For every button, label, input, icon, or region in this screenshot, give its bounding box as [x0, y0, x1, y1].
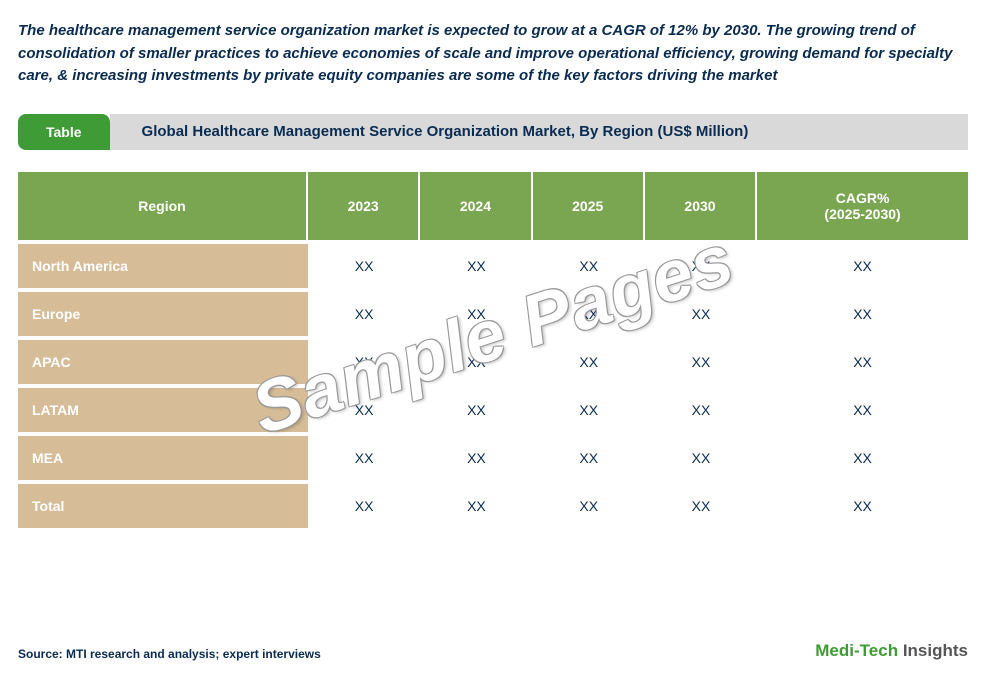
brand-insights: Insights: [903, 641, 968, 660]
table-header-row: Region 2023 2024 2025 2030 CAGR%(2025-20…: [18, 172, 968, 240]
source-note: Source: MTI research and analysis; exper…: [18, 647, 321, 661]
value-cell: XX: [533, 388, 645, 432]
value-cell: XX: [533, 292, 645, 336]
value-cell: XX: [533, 244, 645, 288]
value-cell: XX: [533, 436, 645, 480]
table-row: North AmericaXXXXXXXXXX: [18, 244, 968, 288]
value-cell: XX: [757, 388, 968, 432]
region-cell: North America: [18, 244, 308, 288]
title-bar: Table Global Healthcare Management Servi…: [18, 114, 968, 150]
region-cell: Total: [18, 484, 308, 528]
value-cell: XX: [420, 340, 532, 384]
value-cell: XX: [533, 484, 645, 528]
table-row: EuropeXXXXXXXXXX: [18, 292, 968, 336]
table-body: North AmericaXXXXXXXXXXEuropeXXXXXXXXXXA…: [18, 244, 968, 528]
value-cell: XX: [757, 484, 968, 528]
region-cell: MEA: [18, 436, 308, 480]
value-cell: XX: [757, 436, 968, 480]
col-region: Region: [18, 172, 308, 240]
table-row: MEAXXXXXXXXXX: [18, 436, 968, 480]
table-row: LATAMXXXXXXXXXX: [18, 388, 968, 432]
col-2023: 2023: [308, 172, 420, 240]
value-cell: XX: [308, 244, 420, 288]
brand-tech: Tech: [860, 641, 898, 660]
value-cell: XX: [757, 244, 968, 288]
brand-medi: Medi: [815, 641, 854, 660]
value-cell: XX: [645, 388, 757, 432]
value-cell: XX: [308, 340, 420, 384]
value-cell: XX: [645, 244, 757, 288]
region-cell: APAC: [18, 340, 308, 384]
value-cell: XX: [645, 484, 757, 528]
table-row: APACXXXXXXXXXX: [18, 340, 968, 384]
value-cell: XX: [420, 292, 532, 336]
value-cell: XX: [308, 436, 420, 480]
table-tab: Table: [18, 114, 110, 150]
col-cagr: CAGR%(2025-2030): [757, 172, 968, 240]
value-cell: XX: [645, 340, 757, 384]
value-cell: XX: [645, 292, 757, 336]
value-cell: XX: [420, 436, 532, 480]
value-cell: XX: [420, 388, 532, 432]
value-cell: XX: [308, 484, 420, 528]
value-cell: XX: [645, 436, 757, 480]
col-2024: 2024: [420, 172, 532, 240]
value-cell: XX: [533, 340, 645, 384]
table-row: TotalXXXXXXXXXX: [18, 484, 968, 528]
value-cell: XX: [757, 340, 968, 384]
footer: Source: MTI research and analysis; exper…: [18, 641, 968, 661]
value-cell: XX: [308, 292, 420, 336]
region-cell: Europe: [18, 292, 308, 336]
col-2030: 2030: [645, 172, 757, 240]
region-table: Region 2023 2024 2025 2030 CAGR%(2025-20…: [18, 168, 968, 532]
region-cell: LATAM: [18, 388, 308, 432]
col-2025: 2025: [533, 172, 645, 240]
value-cell: XX: [757, 292, 968, 336]
value-cell: XX: [420, 484, 532, 528]
table-title: Global Healthcare Management Service Org…: [110, 114, 968, 150]
value-cell: XX: [308, 388, 420, 432]
intro-paragraph: The healthcare management service organi…: [18, 20, 968, 88]
brand-logo: Medi-Tech Insights: [815, 641, 968, 661]
value-cell: XX: [420, 244, 532, 288]
